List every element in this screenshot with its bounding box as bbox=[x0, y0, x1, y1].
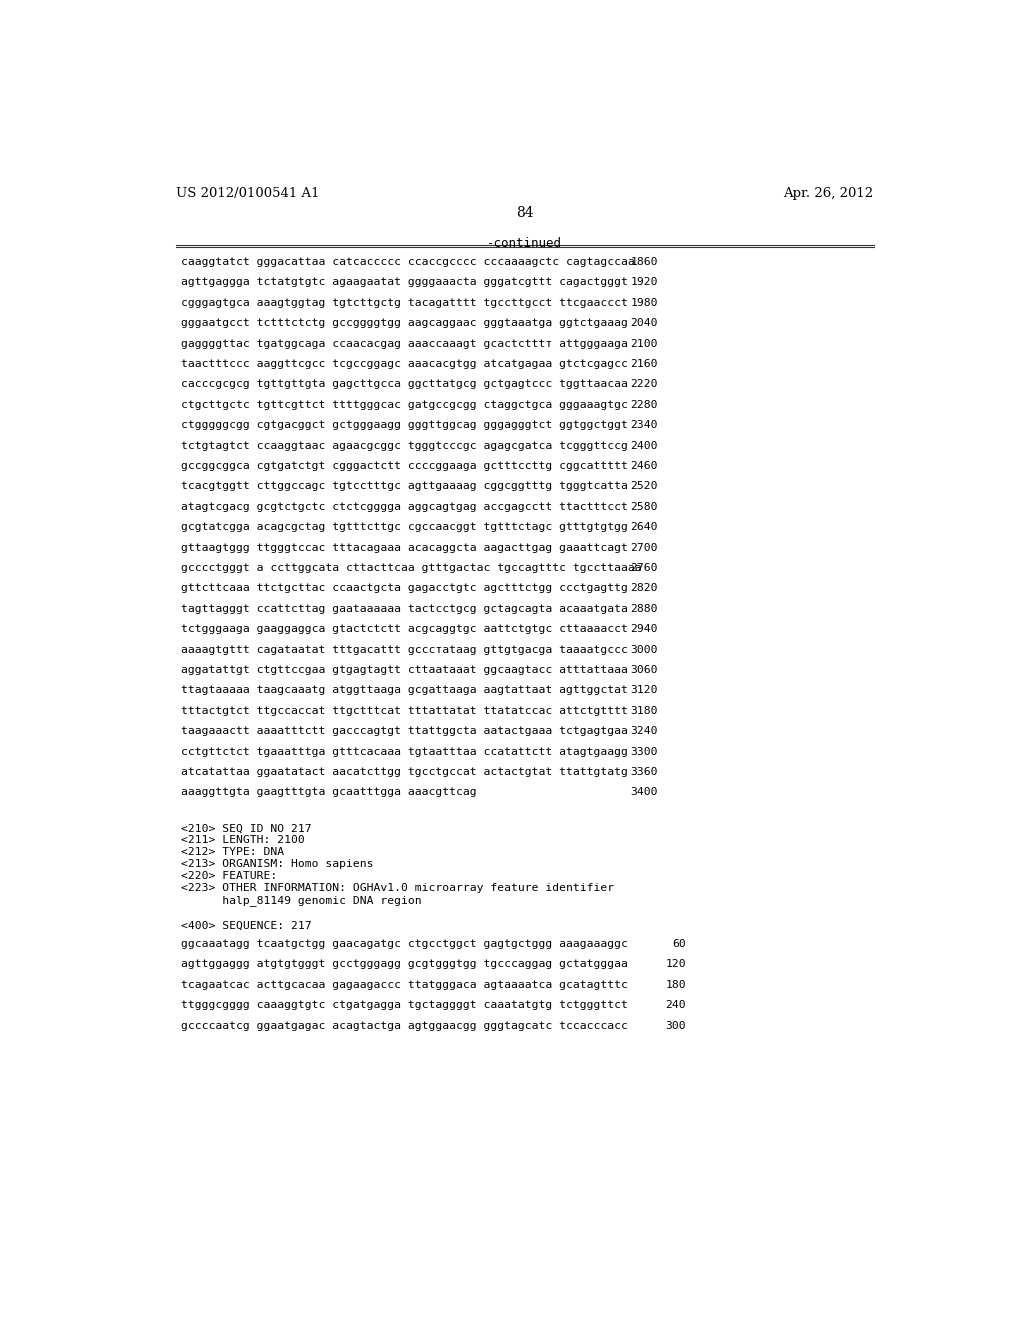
Text: halp_81149 genomic DNA region: halp_81149 genomic DNA region bbox=[180, 895, 421, 906]
Text: 2940: 2940 bbox=[630, 624, 657, 634]
Text: ttgggcgggg caaaggtgtc ctgatgagga tgctaggggt caaatatgtg tctgggttct: ttgggcgggg caaaggtgtc ctgatgagga tgctagg… bbox=[180, 1001, 628, 1010]
Text: taagaaactt aaaatttctt gacccagtgt ttattggcta aatactgaaa tctgagtgaa: taagaaactt aaaatttctt gacccagtgt ttattgg… bbox=[180, 726, 628, 737]
Text: 2880: 2880 bbox=[630, 603, 657, 614]
Text: ctgcttgctc tgttcgttct ttttgggcac gatgccgcgg ctaggctgca gggaaagtgc: ctgcttgctc tgttcgttct ttttgggcac gatgccg… bbox=[180, 400, 628, 409]
Text: 1980: 1980 bbox=[630, 298, 657, 308]
Text: 3060: 3060 bbox=[630, 665, 657, 675]
Text: 2160: 2160 bbox=[630, 359, 657, 370]
Text: 2700: 2700 bbox=[630, 543, 657, 553]
Text: 3400: 3400 bbox=[630, 788, 657, 797]
Text: cgggagtgca aaagtggtag tgtcttgctg tacagatttt tgccttgcct ttcgaaccct: cgggagtgca aaagtggtag tgtcttgctg tacagat… bbox=[180, 298, 628, 308]
Text: gccccaatcg ggaatgagac acagtactga agtggaacgg gggtagcatc tccacccacc: gccccaatcg ggaatgagac acagtactga agtggaa… bbox=[180, 1020, 628, 1031]
Text: cacccgcgcg tgttgttgta gagcttgcca ggcttatgcg gctgagtccc tggttaacaa: cacccgcgcg tgttgttgta gagcttgcca ggcttat… bbox=[180, 379, 628, 389]
Text: -continued: -continued bbox=[487, 238, 562, 249]
Text: 60: 60 bbox=[672, 939, 686, 949]
Text: <220> FEATURE:: <220> FEATURE: bbox=[180, 871, 276, 880]
Text: tctgtagtct ccaaggtaac agaacgcggc tgggtcccgc agagcgatca tcgggttccg: tctgtagtct ccaaggtaac agaacgcggc tgggtcc… bbox=[180, 441, 628, 450]
Text: 2340: 2340 bbox=[630, 420, 657, 430]
Text: ggcaaatagg tcaatgctgg gaacagatgc ctgcctggct gagtgctggg aaagaaaggc: ggcaaatagg tcaatgctgg gaacagatgc ctgcctg… bbox=[180, 939, 628, 949]
Text: 3300: 3300 bbox=[630, 747, 657, 756]
Text: atagtcgacg gcgtctgctc ctctcgggga aggcagtgag accgagcctt ttactttcct: atagtcgacg gcgtctgctc ctctcgggga aggcagt… bbox=[180, 502, 628, 512]
Text: Apr. 26, 2012: Apr. 26, 2012 bbox=[783, 187, 873, 199]
Text: ctgggggcgg cgtgacggct gctgggaagg gggttggcag gggagggtct ggtggctggt: ctgggggcgg cgtgacggct gctgggaagg gggttgg… bbox=[180, 420, 628, 430]
Text: agttgaggga tctatgtgtc agaagaatat ggggaaacta gggatcgttt cagactgggt: agttgaggga tctatgtgtc agaagaatat ggggaaa… bbox=[180, 277, 628, 288]
Text: 1920: 1920 bbox=[630, 277, 657, 288]
Text: US 2012/0100541 A1: US 2012/0100541 A1 bbox=[176, 187, 319, 199]
Text: ttagtaaaaa taagcaaatg atggttaaga gcgattaaga aagtattaat agttggctat: ttagtaaaaa taagcaaatg atggttaaga gcgatta… bbox=[180, 685, 628, 696]
Text: 2820: 2820 bbox=[630, 583, 657, 594]
Text: agttggaggg atgtgtgggt gcctgggagg gcgtgggtgg tgcccaggag gctatgggaa: agttggaggg atgtgtgggt gcctgggagg gcgtggg… bbox=[180, 960, 628, 969]
Text: 3120: 3120 bbox=[630, 685, 657, 696]
Text: aggatattgt ctgttccgaa gtgagtagtt cttaataaat ggcaagtacc atttattaaa: aggatattgt ctgttccgaa gtgagtagtt cttaata… bbox=[180, 665, 628, 675]
Text: 3180: 3180 bbox=[630, 706, 657, 715]
Text: 2100: 2100 bbox=[630, 339, 657, 348]
Text: 240: 240 bbox=[666, 1001, 686, 1010]
Text: tttactgtct ttgccaccat ttgctttcat tttattatat ttatatccac attctgtttt: tttactgtct ttgccaccat ttgctttcat tttatta… bbox=[180, 706, 628, 715]
Text: gggaatgcct tctttctctg gccggggtgg aagcaggaac gggtaaatga ggtctgaaag: gggaatgcct tctttctctg gccggggtgg aagcagg… bbox=[180, 318, 628, 329]
Text: 2280: 2280 bbox=[630, 400, 657, 409]
Text: atcatattaa ggaatatact aacatcttgg tgcctgccat actactgtat ttattgtatg: atcatattaa ggaatatact aacatcttgg tgcctgc… bbox=[180, 767, 628, 777]
Text: gccggcggca cgtgatctgt cgggactctt ccccggaaga gctttccttg cggcattttt: gccggcggca cgtgatctgt cgggactctt ccccgga… bbox=[180, 461, 628, 471]
Text: 120: 120 bbox=[666, 960, 686, 969]
Text: tagttagggt ccattcttag gaataaaaaa tactcctgcg gctagcagta acaaatgata: tagttagggt ccattcttag gaataaaaaa tactcct… bbox=[180, 603, 628, 614]
Text: 3360: 3360 bbox=[630, 767, 657, 777]
Text: aaaggttgta gaagtttgta gcaatttgga aaacgttcag: aaaggttgta gaagtttgta gcaatttgga aaacgtt… bbox=[180, 788, 476, 797]
Text: 84: 84 bbox=[516, 206, 534, 220]
Text: gcgtatcgga acagcgctag tgtttcttgc cgccaacggt tgtttctagc gtttgtgtgg: gcgtatcgga acagcgctag tgtttcttgc cgccaac… bbox=[180, 523, 628, 532]
Text: gcccctgggt a ccttggcata cttacttcaa gtttgactac tgccagtttc tgccttaaaa: gcccctgggt a ccttggcata cttacttcaa gtttg… bbox=[180, 564, 641, 573]
Text: <213> ORGANISM: Homo sapiens: <213> ORGANISM: Homo sapiens bbox=[180, 859, 373, 869]
Text: tctgggaaga gaaggaggca gtactctctt acgcaggtgc aattctgtgc cttaaaacct: tctgggaaga gaaggaggca gtactctctt acgcagg… bbox=[180, 624, 628, 634]
Text: <211> LENGTH: 2100: <211> LENGTH: 2100 bbox=[180, 836, 304, 845]
Text: tcagaatcac acttgcacaa gagaagaccc ttatgggaca agtaaaatca gcatagtttc: tcagaatcac acttgcacaa gagaagaccc ttatggg… bbox=[180, 979, 628, 990]
Text: aaaagtgttt cagataatat tttgacattt gcccтataag gttgtgacga taaaatgccc: aaaagtgttt cagataatat tttgacattt gcccтat… bbox=[180, 644, 628, 655]
Text: 300: 300 bbox=[666, 1020, 686, 1031]
Text: <223> OTHER INFORMATION: OGHAv1.0 microarray feature identifier: <223> OTHER INFORMATION: OGHAv1.0 microa… bbox=[180, 883, 613, 892]
Text: tcacgtggtt cttggccagc tgtcctttgc agttgaaaag cggcggtttg tgggtcatta: tcacgtggtt cttggccagc tgtcctttgc agttgaa… bbox=[180, 482, 628, 491]
Text: 2520: 2520 bbox=[630, 482, 657, 491]
Text: <400> SEQUENCE: 217: <400> SEQUENCE: 217 bbox=[180, 921, 311, 931]
Text: 2040: 2040 bbox=[630, 318, 657, 329]
Text: 2220: 2220 bbox=[630, 379, 657, 389]
Text: 1860: 1860 bbox=[630, 257, 657, 267]
Text: 180: 180 bbox=[666, 979, 686, 990]
Text: 3000: 3000 bbox=[630, 644, 657, 655]
Text: <210> SEQ ID NO 217: <210> SEQ ID NO 217 bbox=[180, 824, 311, 833]
Text: 3240: 3240 bbox=[630, 726, 657, 737]
Text: 2640: 2640 bbox=[630, 523, 657, 532]
Text: gttaagtggg ttgggtccac tttacagaaa acacaggcta aagacttgag gaaattcagt: gttaagtggg ttgggtccac tttacagaaa acacagg… bbox=[180, 543, 628, 553]
Text: taactttccc aaggttcgcc tcgccggagc aaacacgtgg atcatgagaa gtctcgagcc: taactttccc aaggttcgcc tcgccggagc aaacacg… bbox=[180, 359, 628, 370]
Text: gaggggttac tgatggcaga ccaacacgag aaaccaaagt gcactctttт attgggaaga: gaggggttac tgatggcaga ccaacacgag aaaccaa… bbox=[180, 339, 628, 348]
Text: 2460: 2460 bbox=[630, 461, 657, 471]
Text: caaggtatct gggacattaa catcaccccc ccaccgcccc cccaaaagctc cagtagccaa: caaggtatct gggacattaa catcaccccc ccaccgc… bbox=[180, 257, 635, 267]
Text: 2760: 2760 bbox=[630, 564, 657, 573]
Text: 2580: 2580 bbox=[630, 502, 657, 512]
Text: 2400: 2400 bbox=[630, 441, 657, 450]
Text: <212> TYPE: DNA: <212> TYPE: DNA bbox=[180, 847, 284, 857]
Text: cctgttctct tgaaatttga gtttcacaaa tgtaatttaa ccatattctt atagtgaagg: cctgttctct tgaaatttga gtttcacaaa tgtaatt… bbox=[180, 747, 628, 756]
Text: gttcttcaaa ttctgcttac ccaactgcta gagacctgtc agctttctgg ccctgagttg: gttcttcaaa ttctgcttac ccaactgcta gagacct… bbox=[180, 583, 628, 594]
